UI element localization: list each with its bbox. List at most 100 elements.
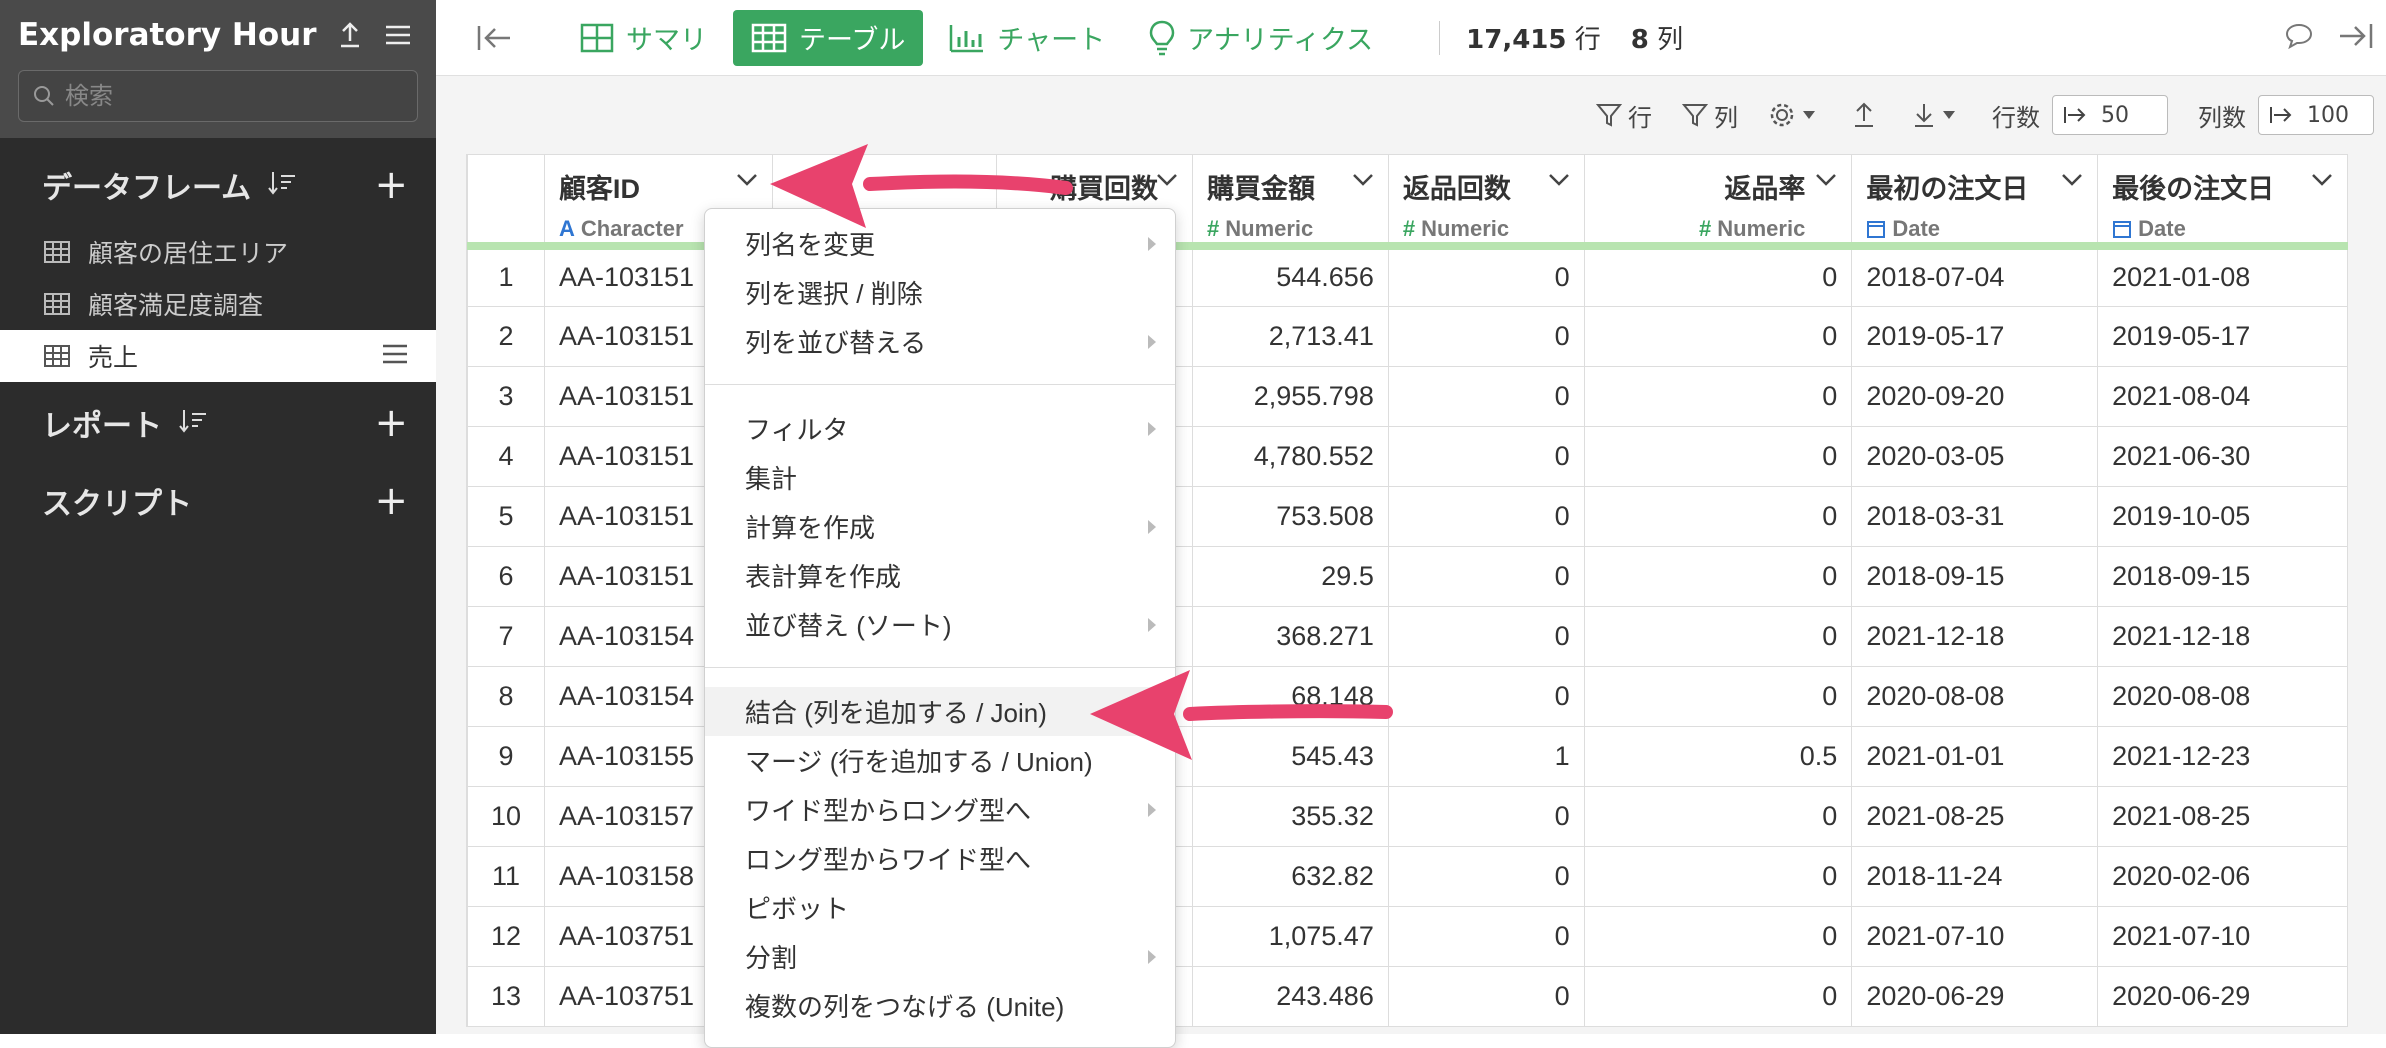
tab-label: アナリティクス xyxy=(1187,25,1374,56)
menu-item[interactable]: 集計 xyxy=(705,453,1175,502)
tab-table[interactable]: テーブル xyxy=(733,9,924,66)
cell-last-order: 2021-12-18 xyxy=(2097,605,2348,667)
column-name: 返品率 xyxy=(1724,174,1806,204)
rows-limit: 行数 50 xyxy=(1992,95,2168,135)
cell-first-order: 2018-11-24 xyxy=(1851,845,2099,907)
upload-icon xyxy=(1855,102,1873,127)
column-type: # Numeric xyxy=(1699,216,1806,241)
cell-first-order: 2020-03-05 xyxy=(1851,425,2099,487)
tab-analytics[interactable]: アナリティクス xyxy=(1131,10,1391,66)
column-header[interactable]: 返品率 # Numeric xyxy=(1583,154,1853,250)
tab-label: チャート xyxy=(997,25,1106,56)
search-input[interactable] xyxy=(65,82,395,110)
column-filter-button[interactable]: 列 xyxy=(1682,98,1738,133)
cell-amount: 355.32 xyxy=(1192,785,1389,847)
chevron-down-icon[interactable] xyxy=(1352,173,1374,187)
cell-return-rate: 0 xyxy=(1583,365,1853,427)
column-type: # Numeric xyxy=(1207,216,1314,241)
column-name: 顧客ID xyxy=(558,174,640,204)
sidebar-item-dataframe-active[interactable]: 売上 xyxy=(0,330,436,382)
sidebar-item-label: 顧客の居住エリア xyxy=(88,239,289,268)
column-count: 8 列 xyxy=(1630,25,1684,55)
menu-item[interactable]: 結合 (列を追加する / Join) xyxy=(705,687,1175,736)
tab-chart[interactable]: チャート xyxy=(931,10,1123,66)
export-button[interactable] xyxy=(1852,101,1882,129)
submenu-arrow-icon xyxy=(1148,335,1156,349)
add-script-icon[interactable]: + xyxy=(374,478,408,524)
hamburger-menu-icon[interactable] xyxy=(378,15,418,55)
cell-return-rate: 0 xyxy=(1583,305,1853,367)
expand-panel-icon[interactable] xyxy=(2338,21,2374,55)
cell-last-order: 2018-09-15 xyxy=(2097,545,2348,607)
download-dropdown[interactable] xyxy=(1912,101,1962,129)
menu-item[interactable]: 計算を作成 xyxy=(705,502,1175,551)
section-title: レポート xyxy=(42,409,162,444)
menu-item[interactable]: 表計算を作成 xyxy=(705,551,1175,600)
cell-returns: 0 xyxy=(1387,785,1585,847)
sort-icon[interactable] xyxy=(178,407,208,439)
app-title[interactable]: Exploratory Hour ... xyxy=(18,17,322,53)
cell-amount: 753.508 xyxy=(1192,485,1389,547)
chevron-down-icon[interactable] xyxy=(2061,173,2083,187)
menu-item[interactable]: 列を選択 / 削除 xyxy=(705,268,1175,317)
cell-amount: 4,780.552 xyxy=(1192,425,1389,487)
chevron-down-icon[interactable] xyxy=(1156,173,1178,187)
add-report-icon[interactable]: + xyxy=(374,400,408,446)
menu-item-label: 計算を作成 xyxy=(745,513,876,543)
menu-item-label: 列を並び替える xyxy=(745,328,927,358)
section-reports: レポート + xyxy=(0,382,436,464)
table-subtoolbar: 行 列 行数 50 列数 100 xyxy=(436,76,2386,154)
column-header[interactable]: 最初の注文日 Date xyxy=(1851,154,2099,250)
rows-limit-input[interactable]: 50 xyxy=(2052,95,2168,135)
sort-icon[interactable] xyxy=(267,169,297,201)
chevron-down-icon[interactable] xyxy=(736,173,758,187)
search-icon xyxy=(34,86,54,106)
submenu-arrow-icon xyxy=(1148,422,1156,436)
menu-item[interactable]: 列を並び替える xyxy=(705,317,1175,366)
filter-icon xyxy=(1682,104,1708,127)
cell-last-order: 2021-08-25 xyxy=(2097,785,2348,847)
settings-dropdown[interactable] xyxy=(1768,101,1822,129)
menu-item[interactable]: 列名を変更 xyxy=(705,219,1175,268)
table-icon xyxy=(751,23,787,52)
row-filter-button[interactable]: 行 xyxy=(1596,98,1652,133)
sidebar-item-dataframe[interactable]: 顧客の居住エリア xyxy=(0,226,436,278)
chevron-down-icon[interactable] xyxy=(2311,173,2333,187)
menu-item-label: 分割 xyxy=(745,943,798,973)
caret-down-icon xyxy=(1943,111,1955,119)
menu-item[interactable]: ピボット xyxy=(705,883,1175,932)
menu-item[interactable]: 複数の列をつなげる (Unite) xyxy=(705,981,1175,1030)
upload-icon[interactable] xyxy=(330,15,370,55)
menu-item-label: ピボット xyxy=(745,894,850,924)
chevron-down-icon[interactable] xyxy=(1815,173,1837,187)
add-dataframe-icon[interactable]: + xyxy=(374,162,408,208)
menu-item[interactable]: フィルタ xyxy=(705,404,1175,453)
column-name: 購買金額 xyxy=(1207,174,1315,204)
tab-summary[interactable]: サマリ xyxy=(562,10,725,66)
chevron-down-icon[interactable] xyxy=(1548,173,1570,187)
column-header[interactable]: 最後の注文日 Date xyxy=(2097,154,2348,250)
menu-item-label: 集計 xyxy=(745,464,798,494)
row-count: 17,415 行 xyxy=(1466,25,1601,55)
collapse-sidebar-icon[interactable] xyxy=(466,10,534,66)
menu-item[interactable]: ワイド型からロング型へ xyxy=(705,785,1175,834)
menu-item[interactable]: ロング型からワイド型へ xyxy=(705,834,1175,883)
cell-last-order: 2019-05-17 xyxy=(2097,305,2348,367)
filter-icon xyxy=(1596,104,1622,127)
columns-limit-input[interactable]: 100 xyxy=(2258,95,2374,135)
comment-icon[interactable] xyxy=(2284,22,2314,54)
menu-item[interactable]: マージ (行を追加する / Union) xyxy=(705,736,1175,785)
lightbulb-icon xyxy=(1149,20,1175,55)
column-header[interactable]: 返品回数 # Numeric xyxy=(1387,154,1585,250)
cell-amount: 544.656 xyxy=(1192,245,1389,307)
menu-item[interactable]: 並び替え (ソート) xyxy=(705,600,1175,649)
menu-divider xyxy=(705,667,1175,668)
column-header[interactable]: 購買金額 # Numeric xyxy=(1192,154,1389,250)
menu-item-label: 並び替え (ソート) xyxy=(745,611,952,641)
columns-limit: 列数 100 xyxy=(2198,95,2374,135)
sidebar-item-dataframe[interactable]: 顧客満足度調査 xyxy=(0,278,436,330)
item-menu-icon[interactable] xyxy=(382,342,408,371)
tab-label: テーブル xyxy=(799,25,906,56)
row-index: 3 xyxy=(467,365,545,427)
menu-item[interactable]: 分割 xyxy=(705,932,1175,981)
